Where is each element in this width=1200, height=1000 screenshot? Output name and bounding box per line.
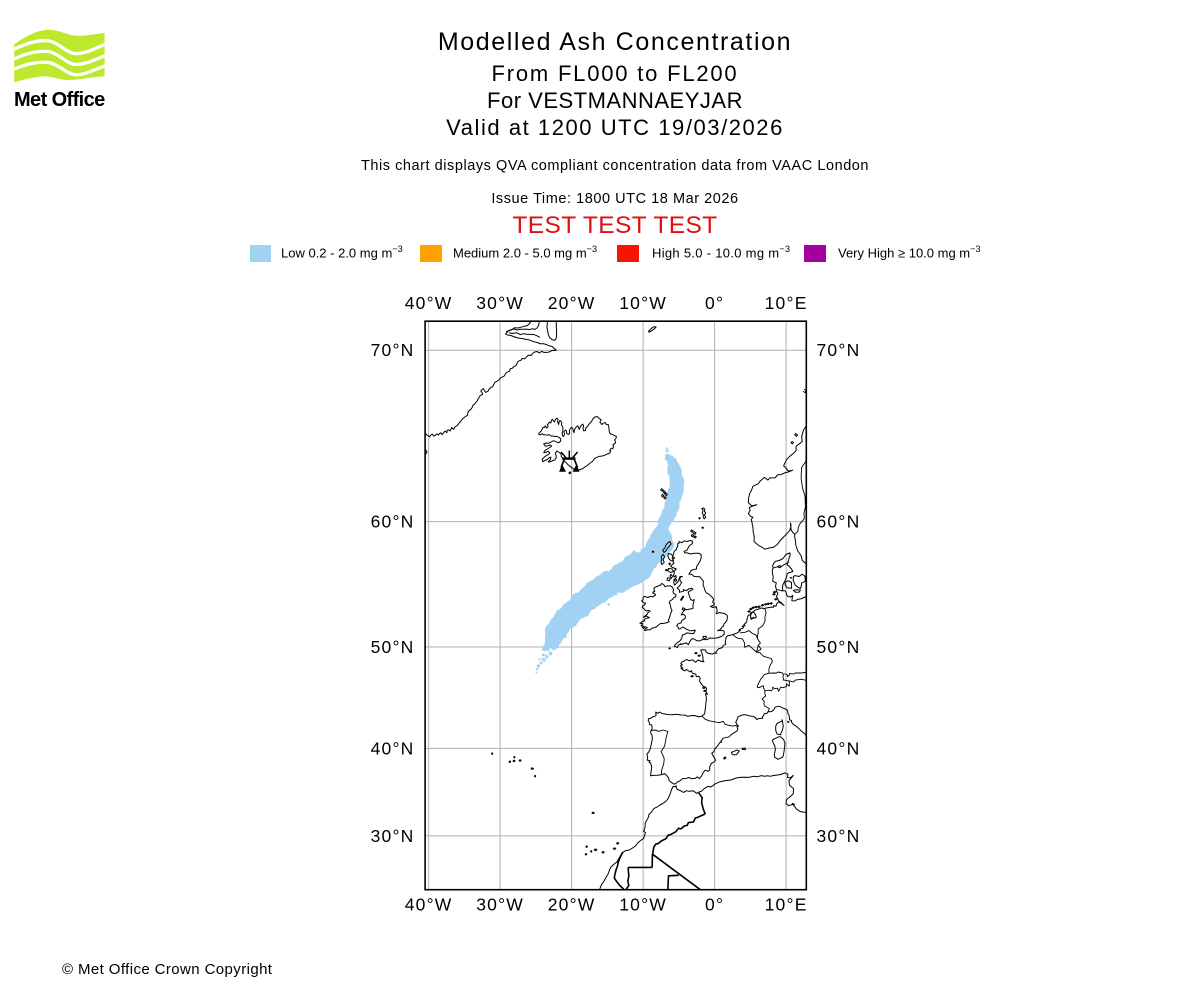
svg-text:50°N: 50°N (371, 637, 415, 657)
svg-text:60°N: 60°N (371, 512, 415, 532)
svg-text:0°: 0° (705, 293, 724, 313)
svg-text:10°E: 10°E (765, 293, 808, 313)
svg-text:70°N: 70°N (817, 340, 861, 360)
svg-text:40°W: 40°W (405, 895, 453, 915)
svg-text:50°N: 50°N (817, 637, 861, 657)
svg-text:30°W: 30°W (476, 895, 524, 915)
svg-text:10°E: 10°E (765, 895, 808, 915)
svg-text:20°W: 20°W (548, 293, 596, 313)
svg-text:20°W: 20°W (548, 895, 596, 915)
svg-text:60°N: 60°N (817, 512, 861, 532)
svg-text:30°N: 30°N (817, 826, 861, 846)
svg-text:70°N: 70°N (371, 340, 415, 360)
svg-text:40°N: 40°N (817, 738, 861, 758)
svg-text:0°: 0° (705, 895, 724, 915)
svg-text:10°W: 10°W (619, 293, 667, 313)
svg-text:30°N: 30°N (371, 826, 415, 846)
svg-text:30°W: 30°W (476, 293, 524, 313)
svg-text:10°W: 10°W (619, 895, 667, 915)
svg-text:40°W: 40°W (405, 293, 453, 313)
svg-text:40°N: 40°N (371, 738, 415, 758)
